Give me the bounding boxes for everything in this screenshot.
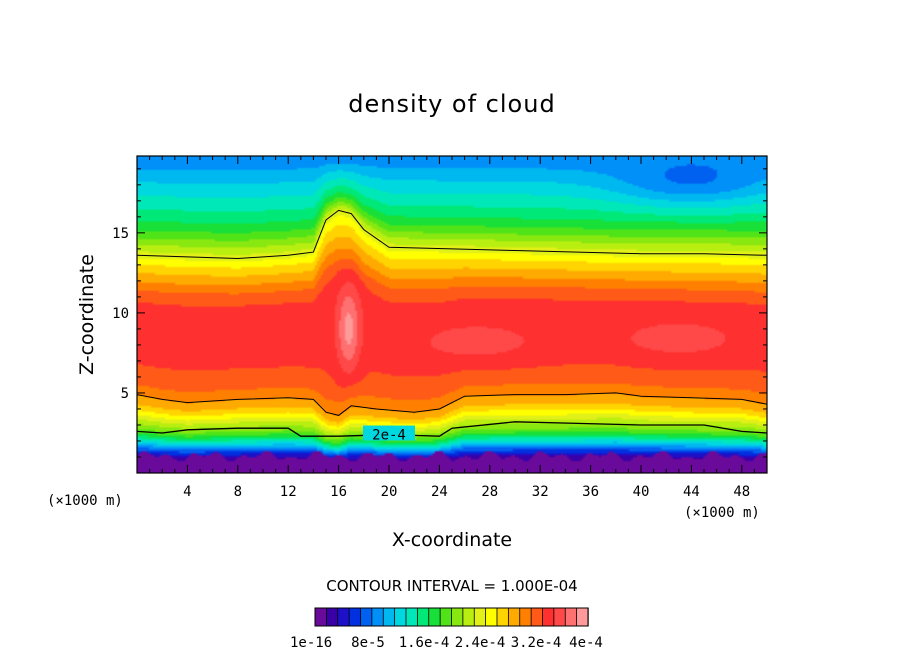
colorbar-swatch [485, 607, 498, 627]
x-tick-label: 8 [234, 484, 242, 500]
colorbar-swatch [382, 607, 396, 627]
colorbar-swatch [371, 607, 384, 627]
colorbar-swatch [325, 607, 339, 627]
colorbar-label: 1.6e-4 [399, 635, 450, 651]
x-unit-label-left: (×1000 m) [47, 493, 123, 509]
colorbar-swatch [576, 607, 589, 627]
colorbar-swatch [530, 607, 544, 627]
density-field-image [137, 156, 767, 473]
colorbar-swatch [348, 607, 362, 627]
colorbar-swatch [564, 607, 578, 627]
colorbar-swatch [439, 607, 453, 627]
colorbar-label: 8e-5 [351, 635, 385, 651]
x-tick-label: 28 [481, 484, 498, 500]
contour-line-lower [137, 392, 767, 416]
x-tick-label: 36 [582, 484, 599, 500]
chart-title: density of cloud [348, 90, 555, 118]
colorbar-label: 1e-16 [290, 635, 332, 651]
x-tick-label: 32 [532, 484, 549, 500]
colorbar-swatch [360, 607, 373, 627]
contour-label: 2e-4 [372, 428, 406, 444]
x-tick-label: 20 [381, 484, 398, 500]
colorbar-labels: 1e-16 8e-5 1.6e-4 2.4e-4 3.2e-4 4e-4 [290, 635, 603, 651]
colorbar-swatch [473, 607, 487, 627]
colorbar-frame [314, 607, 589, 627]
x-tick-label: 16 [330, 484, 347, 500]
contour-label-bg [363, 425, 415, 441]
x-tick-label: 24 [431, 484, 448, 500]
colorbar-swatch [553, 607, 566, 627]
x-tick-label: 40 [633, 484, 650, 500]
contour-interval-text: CONTOUR INTERVAL = 1.000E-04 [326, 577, 577, 595]
x-tick-label: 4 [183, 484, 191, 500]
colorbar-swatch [337, 607, 350, 627]
x-unit-label-right: (×1000 m) [684, 505, 760, 521]
contour-line-upper [137, 209, 767, 260]
colorbar-swatch [405, 607, 419, 627]
y-axis-label: Z-coordinate [76, 254, 98, 375]
colorbar-swatch [416, 607, 430, 627]
x-axis-label: X-coordinate [392, 529, 512, 551]
colorbar-swatch [451, 607, 464, 627]
colorbar-label: 4e-4 [569, 635, 603, 651]
colorbar-swatch [394, 607, 407, 627]
x-tick-label: 48 [733, 484, 750, 500]
x-tick-label: 44 [683, 484, 700, 500]
colorbar-swatch [462, 607, 475, 627]
y-tick-label: 5 [121, 386, 129, 402]
colorbar-swatch [496, 607, 510, 627]
y-tick-label: 10 [112, 306, 129, 322]
colorbar-swatch [428, 607, 441, 627]
colorbar-swatch [507, 607, 521, 627]
colorbar-swatch [542, 607, 555, 627]
colorbar-swatch [519, 607, 532, 627]
y-tick-label: 15 [112, 226, 129, 242]
contour-lines: 2e-4 [137, 209, 767, 444]
colorbar-label: 2.4e-4 [455, 635, 506, 651]
colorbar-swatch [314, 607, 328, 627]
colorbar [314, 607, 589, 627]
colorbar-label: 3.2e-4 [511, 635, 562, 651]
x-tick-label: 12 [280, 484, 297, 500]
